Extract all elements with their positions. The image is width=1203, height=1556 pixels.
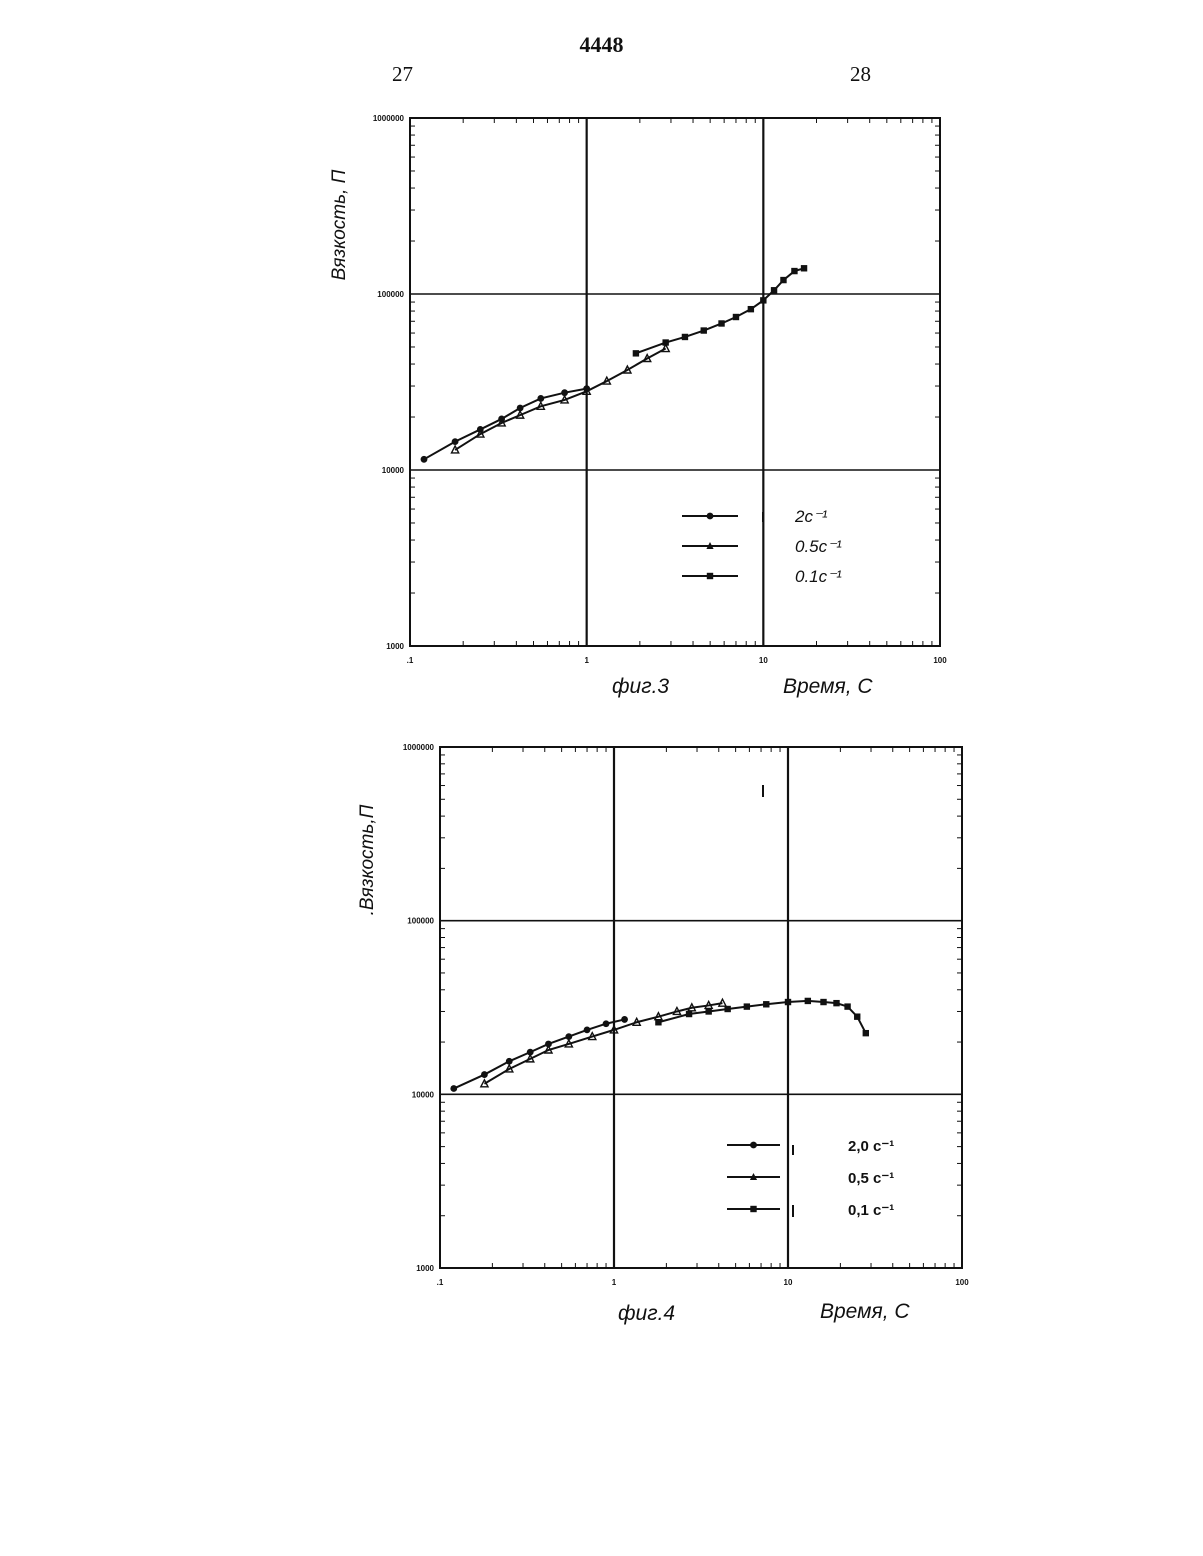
- data-point: [760, 297, 766, 303]
- data-point: [705, 1008, 711, 1014]
- data-point: [833, 1000, 839, 1006]
- y-tick-label: 100000: [377, 290, 404, 299]
- data-point: [686, 1011, 692, 1017]
- x-tick-label: 100: [955, 1278, 969, 1287]
- legend-label: 0.5c⁻¹: [795, 537, 842, 556]
- y-tick-label: 1000: [416, 1264, 434, 1273]
- y-tick-label: 10000: [412, 1090, 435, 1099]
- y-tick-label: 10000: [382, 466, 405, 475]
- data-point: [763, 1001, 769, 1007]
- series-line: [636, 268, 804, 353]
- data-point: [481, 1071, 488, 1078]
- chart-1: 1000 10000 100000 1000000 .1 1 10 100 Вязкость, …: [329, 114, 947, 797]
- y-tick-label: 1000000: [403, 743, 435, 752]
- data-point: [854, 1013, 860, 1019]
- y-axis-label: Вязкость, П: [329, 169, 350, 280]
- legend-label: 0,1 c⁻¹: [848, 1202, 894, 1219]
- data-point: [791, 268, 797, 274]
- data-point: [655, 1019, 661, 1025]
- data-point: [718, 320, 724, 326]
- data-point: [744, 1003, 750, 1009]
- x-tick-label: 1: [584, 656, 589, 665]
- data-point: [780, 277, 786, 283]
- data-point: [682, 334, 688, 340]
- legend-label: 2,0 c⁻¹: [848, 1138, 894, 1155]
- data-point: [863, 1030, 869, 1036]
- data-point: [621, 1016, 628, 1023]
- x-tick-label: .1: [407, 656, 414, 665]
- data-point: [805, 998, 811, 1004]
- x-tick-label: 10: [784, 1278, 793, 1287]
- figure-caption: фиг.4: [618, 1302, 675, 1325]
- data-point: [733, 314, 739, 320]
- data-point: [603, 1020, 610, 1027]
- data-point: [724, 1006, 730, 1012]
- data-point: [820, 999, 826, 1005]
- x-axis-label: Время, С: [820, 1300, 910, 1323]
- y-axis-label: .Вязкость,П: [357, 804, 378, 915]
- plot-frame: [410, 118, 940, 646]
- data-point: [801, 265, 807, 271]
- legend-label: 0.1c⁻¹: [795, 567, 842, 586]
- data-point: [701, 327, 707, 333]
- data-point: [785, 999, 791, 1005]
- legend-marker: [707, 573, 713, 579]
- data-point: [452, 438, 459, 445]
- y-tick-label: 1000000: [373, 114, 405, 123]
- x-tick-label: 1: [612, 1278, 617, 1287]
- data-point: [421, 456, 428, 463]
- legend-marker: [750, 1142, 757, 1149]
- x-axis-label: Время, С: [783, 675, 873, 698]
- legend-label: 0,5 c⁻¹: [848, 1170, 894, 1187]
- x-tick-label: 100: [933, 656, 947, 665]
- x-tick-label: .1: [437, 1278, 444, 1287]
- legend-marker: [750, 1206, 756, 1212]
- data-point: [450, 1085, 457, 1092]
- legend-marker: [707, 513, 714, 520]
- chart-2: 1000 10000 100000 1000000 .1 1 10 100 .Вязкость,…: [357, 743, 969, 1325]
- data-point: [662, 339, 668, 345]
- data-point: [584, 1026, 591, 1033]
- data-point: [748, 306, 754, 312]
- figure-caption: фиг.3: [612, 675, 669, 698]
- data-point: [633, 350, 639, 356]
- legend-label: 2c⁻¹: [794, 507, 828, 526]
- data-point: [844, 1003, 850, 1009]
- series-line: [455, 349, 666, 450]
- y-tick-label: 100000: [407, 917, 434, 926]
- y-tick-label: 1000: [386, 642, 404, 651]
- data-point: [771, 287, 777, 293]
- x-tick-label: 10: [759, 656, 768, 665]
- data-point: [719, 999, 726, 1006]
